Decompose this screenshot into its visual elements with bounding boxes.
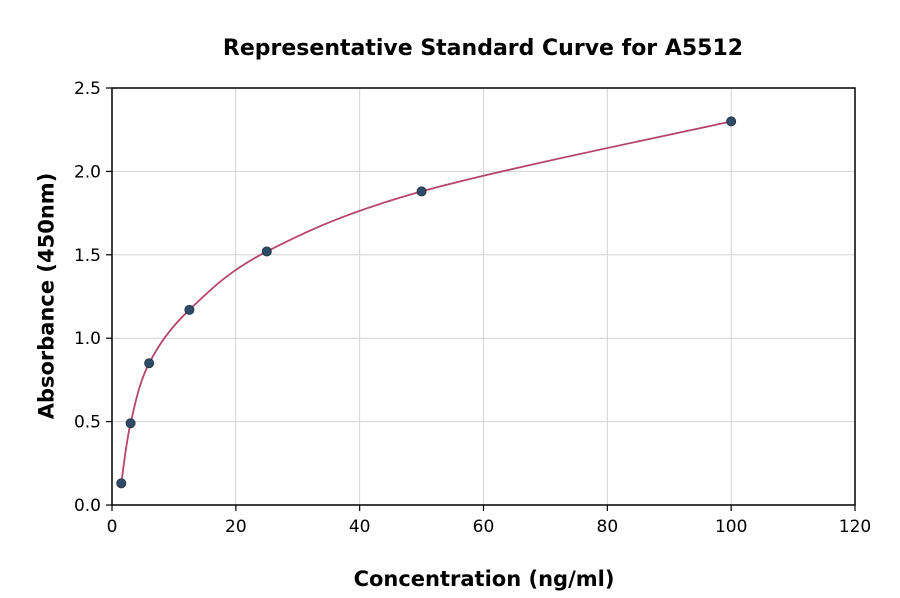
x-tick-label: 0 [107,517,118,537]
y-tick-label: 2.0 [74,162,101,182]
y-tick-label: 0.5 [74,413,101,433]
chart-title: Representative Standard Curve for A5512 [223,36,743,61]
y-axis-label: Absorbance (450nm) [34,173,58,420]
fit-curve-line [120,120,732,484]
y-tick-label: 0.0 [74,496,101,516]
data-points [116,116,737,489]
y-tick-label: 2.5 [74,79,101,99]
y-tick-labels: 0.0 0.5 1.0 1.5 2.0 2.5 [74,79,101,516]
data-point [261,246,272,257]
data-point [144,358,155,369]
data-point [416,186,427,197]
x-tick-label: 100 [715,517,747,537]
x-axis-label: Concentration (ng/ml) [354,567,615,591]
x-tick-label: 40 [349,517,371,537]
y-tick-label: 1.0 [74,329,101,349]
axis-ticks [106,87,856,511]
x-tick-label: 120 [839,517,871,537]
x-tick-label: 20 [225,517,247,537]
x-tick-label: 80 [597,517,619,537]
x-tick-labels: 0 20 40 60 80 100 120 [107,517,872,537]
grid-lines [111,87,856,506]
y-tick-label: 1.5 [74,246,101,266]
data-point [125,418,136,429]
data-point [116,478,127,489]
x-tick-label: 60 [473,517,495,537]
data-point [184,304,195,315]
data-point [726,116,737,127]
